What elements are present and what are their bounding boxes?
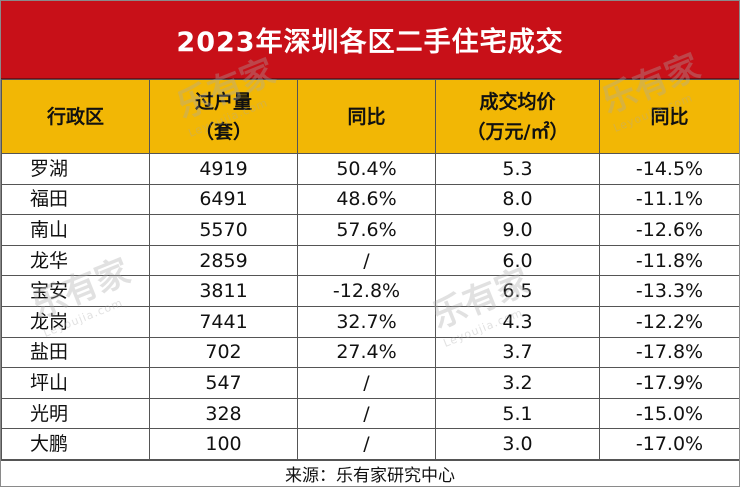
table-row: 盐田 702 27.4% 3.7 -17.8% [1,336,739,369]
table-row: 宝安 3811 -12.8% 6.5 -13.3% [1,275,739,307]
cell-price-yoy: -11.8% [599,244,739,277]
header-price-yoy: 同比 [599,79,739,154]
cell-volume-yoy: -12.8% [297,275,436,307]
cell-district: 盐田 [1,336,150,369]
table-row: 光明 328/5.1 -15.0% [1,397,739,430]
cell-price: 9.0 [435,214,600,246]
cell-volume: 2859 [149,244,298,277]
source-note: 来源：乐有家研究中心 [1,459,739,486]
table-body: 罗湖 4919 50.4% 5.3 -14.5% 福田 6491 48.6% 8.0 -11.1%… [1,153,739,460]
cell-price: 3.2 [435,367,600,399]
cell-price-yoy: -12.6% [599,214,739,246]
table-row: 龙岗 7441 32.7% 4.3 -12.2% [1,305,739,338]
header-volume-yoy: 同比 [297,79,436,154]
table-row: 南山 5570 57.6% 9.0 -12.6% [1,214,739,246]
cell-volume: 3811 [149,275,298,307]
cell-volume: 100 [149,428,298,460]
cell-district: 宝安 [1,275,150,307]
cell-volume: 547 [149,367,298,399]
cell-district: 福田 [1,183,150,216]
cell-volume: 7441 [149,305,298,338]
cell-price-yoy: -15.0% [599,397,739,430]
header-volume: 过户量 （套） [149,79,298,154]
cell-volume: 5570 [149,214,298,246]
cell-volume: 702 [149,336,298,369]
cell-volume-yoy: 57.6% [297,214,436,246]
cell-volume-yoy: 27.4% [297,336,436,369]
header-price: 成交均价 （万元/㎡） [435,79,600,154]
cell-district: 坪山 [1,367,150,399]
cell-price-yoy: -12.2% [599,305,739,338]
cell-price-yoy: -17.8% [599,336,739,369]
cell-district: 光明 [1,397,150,430]
cell-volume: 328 [149,397,298,430]
cell-volume-yoy: 50.4% [297,153,436,185]
cell-price: 5.3 [435,153,600,185]
cell-price: 5.1 [435,397,600,430]
cell-price-yoy: -17.9% [599,367,739,399]
cell-price: 8.0 [435,183,600,216]
cell-district: 罗湖 [1,153,150,185]
cell-district: 龙岗 [1,305,150,338]
cell-volume-yoy: / [297,244,436,277]
table-header: 行政区 过户量 （套） 同比 成交均价 （万元/㎡） 同比 [1,79,739,154]
cell-volume-yoy: / [297,428,436,460]
cell-district: 大鹏 [1,428,150,460]
cell-volume-yoy: / [297,367,436,399]
cell-price-yoy: -14.5% [599,153,739,185]
cell-price: 3.0 [435,428,600,460]
cell-volume-yoy: 48.6% [297,183,436,216]
cell-volume: 4919 [149,153,298,185]
page-title: 2023年深圳各区二手住宅成交 [1,1,739,79]
cell-volume: 6491 [149,183,298,216]
cell-district: 龙华 [1,244,150,277]
header-district: 行政区 [1,79,150,154]
table-row: 福田 6491 48.6% 8.0 -11.1% [1,183,739,216]
table-row: 大鹏 100/3.0 -17.0% [1,428,739,460]
cell-price: 6.0 [435,244,600,277]
cell-price-yoy: -11.1% [599,183,739,216]
cell-price-yoy: -17.0% [599,428,739,460]
table-row: 罗湖 4919 50.4% 5.3 -14.5% [1,153,739,185]
cell-volume-yoy: / [297,397,436,430]
cell-price-yoy: -13.3% [599,275,739,307]
cell-price: 4.3 [435,305,600,338]
cell-district: 南山 [1,214,150,246]
table-row: 龙华 2859/6.0 -11.8% [1,244,739,277]
cell-price: 6.5 [435,275,600,307]
data-table: 行政区 过户量 （套） 同比 成交均价 （万元/㎡） 同比 罗湖 4919 50.4% 5… [1,79,739,460]
cell-volume-yoy: 32.7% [297,305,436,338]
table-row: 坪山 547/3.2 -17.9% [1,367,739,399]
cell-price: 3.7 [435,336,600,369]
